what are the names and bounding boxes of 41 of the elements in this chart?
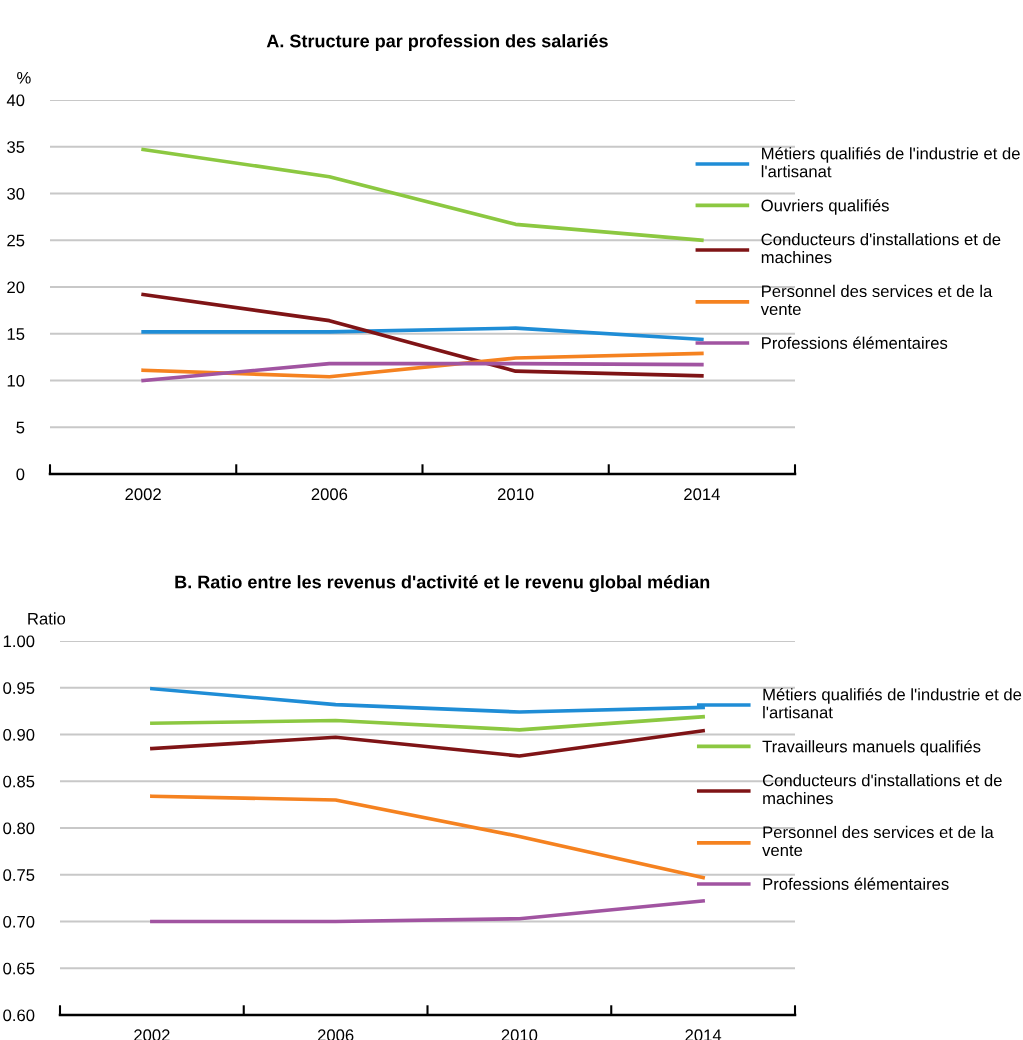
line-series — [141, 292, 704, 378]
legend-label: Métiers qualifiés de l'industrie et de l'artisanat — [763, 687, 1022, 719]
line-series — [141, 147, 704, 243]
legend-label: Travailleurs manuels qualifiés — [762, 739, 981, 756]
y-tick-label: 30 — [7, 187, 25, 200]
y-tick-label: 15 — [7, 328, 25, 340]
y-tick-label: 0.90 — [3, 728, 35, 741]
legend-label: Ouvriers qualifiés — [761, 198, 889, 215]
x-tick-label: 2014 — [684, 488, 720, 501]
y-axis-title: Ratio — [28, 612, 66, 625]
legend-label: Personnel des services et de la vente — [762, 825, 994, 857]
legend-label: Métiers qualifiés de l'industrie et de l'artisanat — [761, 146, 1020, 178]
chart-title: A. Structure par profession des salariés — [266, 33, 608, 51]
line-series — [150, 714, 705, 732]
y-tick-label: 20 — [7, 281, 25, 294]
line-series — [150, 728, 705, 758]
y-tick-label: 0.85 — [3, 775, 35, 788]
y-tick-label: 5 — [16, 421, 25, 434]
y-tick-label: 0.95 — [3, 682, 35, 694]
y-tick-label: 10 — [7, 374, 25, 387]
y-axis-title: % — [17, 71, 31, 84]
x-tick-label: 2010 — [497, 488, 534, 501]
x-tick-label: 2006 — [311, 488, 348, 501]
y-tick-label: 1.00 — [3, 635, 35, 648]
y-tick-label: 0 — [16, 468, 25, 481]
legend-label: Professions élémentaires — [763, 877, 949, 890]
legend-label: Professions élémentaires — [762, 336, 948, 349]
y-tick-label: 40 — [6, 94, 25, 107]
y-tick-label: 0.60 — [3, 1009, 35, 1022]
y-tick-label: 25 — [7, 234, 25, 247]
x-tick-label: 2002 — [125, 488, 161, 501]
legend-label: Conducteurs d'installations et de machines — [761, 233, 1001, 264]
y-tick-label: 0.70 — [3, 915, 35, 928]
y-tick-label: 0.75 — [3, 869, 35, 881]
legend-label: Conducteurs d'installations et de machines — [762, 774, 1002, 805]
y-tick-label: 0.65 — [3, 962, 35, 975]
y-tick-label: 0.80 — [3, 822, 35, 835]
line-series — [150, 794, 705, 880]
chart-title: B. Ratio entre les revenus d'activité et le revenu global médian — [175, 574, 710, 593]
legend-label: Personnel des services et de la vente — [760, 284, 993, 316]
y-tick-label: 35 — [7, 141, 25, 153]
